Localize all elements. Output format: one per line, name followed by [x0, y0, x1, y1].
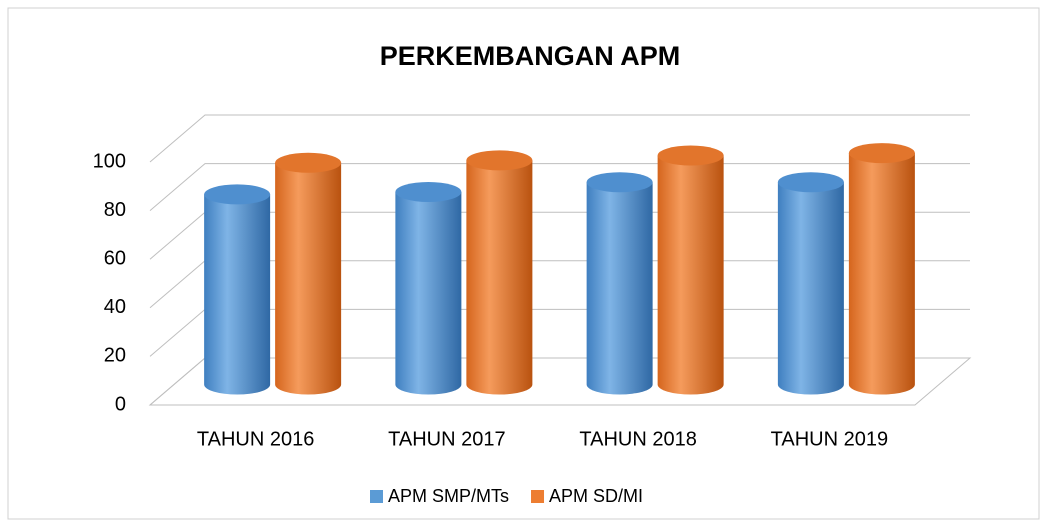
bar — [848, 153, 915, 395]
x-tick-label: TAHUN 2017 — [388, 428, 505, 450]
bar — [777, 182, 844, 395]
y-tick-label: 20 — [104, 345, 126, 367]
bar-cap — [275, 152, 342, 173]
legend-swatch — [531, 490, 545, 503]
y-tick-label: 60 — [104, 247, 126, 269]
bar — [466, 160, 533, 395]
y-tick-label: 0 — [115, 393, 126, 415]
bar-cap — [466, 150, 533, 171]
bar-cap — [657, 145, 724, 166]
bar-cap — [204, 184, 271, 205]
legend-swatch — [370, 490, 383, 503]
y-tick-label: 80 — [104, 199, 126, 221]
x-tick-label: TAHUN 2018 — [579, 428, 696, 450]
chart-title: PERKEMBANGAN APM — [380, 41, 681, 71]
bar — [657, 155, 724, 395]
bar — [204, 194, 271, 395]
bar-cap — [777, 172, 844, 193]
legend-label: APM SMP/MTs — [388, 486, 509, 506]
x-tick-label: TAHUN 2016 — [197, 428, 314, 450]
y-tick-label: 40 — [104, 296, 126, 318]
x-tick-label: TAHUN 2019 — [771, 428, 888, 450]
bar-cap — [586, 172, 653, 193]
grid-line — [149, 114, 970, 163]
bar-cap — [395, 181, 462, 202]
legend-label: APM SD/MI — [549, 486, 643, 506]
bar — [586, 182, 653, 395]
bar — [275, 162, 342, 395]
y-tick-label: 100 — [93, 150, 126, 172]
bar — [395, 191, 462, 395]
bar-cap — [848, 143, 915, 164]
